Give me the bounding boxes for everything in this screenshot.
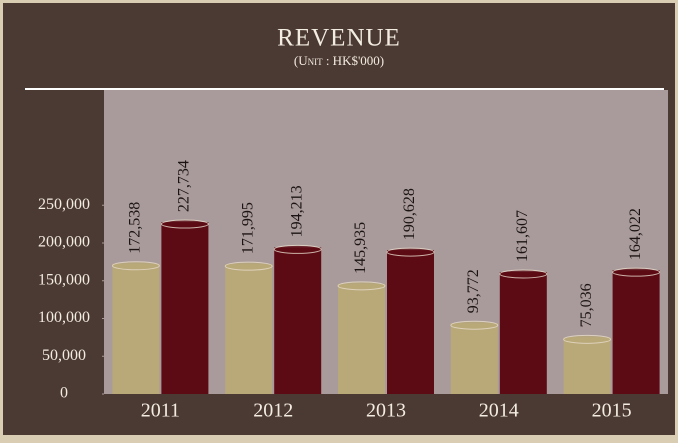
bar: [451, 323, 498, 394]
bar-cap: [274, 245, 321, 253]
bar: [387, 250, 434, 394]
value-label: 194,213: [288, 185, 305, 237]
page: REVENUE (Unit : HK$'000) 0 50,000 100,000 1…: [0, 0, 678, 438]
bar-cap: [613, 268, 660, 276]
bar-cap: [451, 321, 498, 329]
value-label: 145,935: [352, 222, 369, 274]
chart-subtitle: (Unit : HK$'000): [294, 53, 384, 68]
bar-cap: [112, 262, 159, 270]
value-label: 171,995: [239, 202, 256, 254]
chart: REVENUE (Unit : HK$'000) 0 50,000 100,000 1…: [0, 0, 678, 438]
value-label: 190,628: [401, 188, 418, 240]
value-label: 93,772: [465, 269, 482, 313]
x-tick-label: 2013: [366, 400, 406, 422]
x-tick-label: 2014: [479, 400, 519, 422]
bar: [161, 222, 208, 394]
bar: [112, 264, 159, 394]
y-tick-label: 200,000: [38, 234, 90, 251]
x-tick-label: 2012: [253, 400, 293, 422]
chart-title: REVENUE: [277, 25, 401, 52]
bar: [564, 337, 611, 394]
bar: [225, 264, 272, 394]
bar-cap: [500, 270, 547, 278]
bar-cap: [225, 262, 272, 270]
bar-cap: [564, 335, 611, 343]
bar: [500, 272, 547, 394]
y-tick-label: 150,000: [38, 271, 90, 288]
y-tick-label: 0: [60, 385, 68, 402]
bar-cap: [338, 282, 385, 290]
y-tick-label: 50,000: [42, 347, 86, 364]
value-label: 161,607: [514, 210, 531, 262]
value-label: 172,538: [127, 202, 144, 254]
bar: [338, 284, 385, 394]
x-tick-label: 2011: [141, 400, 180, 422]
bar: [613, 270, 660, 394]
value-label: 75,036: [578, 283, 595, 327]
y-tick-label: 100,000: [38, 309, 90, 326]
x-tick-label: 2015: [592, 400, 632, 422]
y-tick-label: 250,000: [38, 196, 90, 213]
bar-cap: [161, 220, 208, 228]
value-label: 227,734: [176, 160, 193, 212]
value-label: 164,022: [627, 208, 644, 260]
bar-cap: [387, 248, 434, 256]
bar: [274, 247, 321, 394]
